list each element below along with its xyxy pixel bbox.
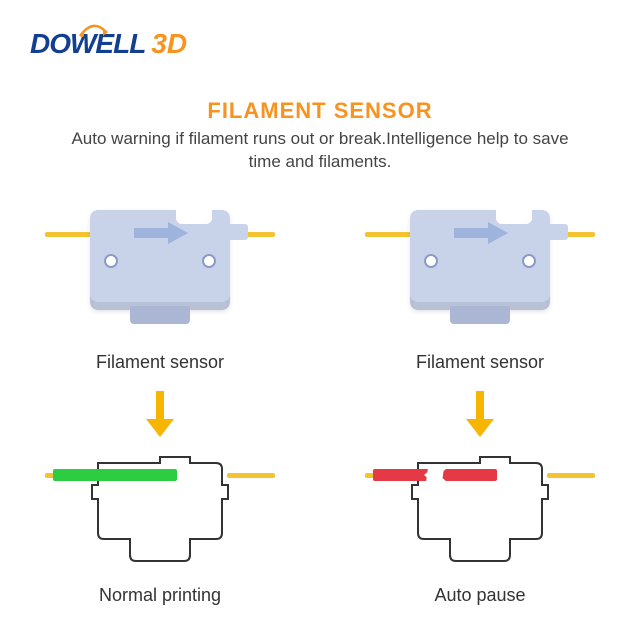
status-label-left: Normal printing <box>99 585 221 606</box>
sensor-label-left: Filament sensor <box>96 352 224 373</box>
flow-arrow-icon <box>134 222 188 244</box>
status-indicator-broken <box>373 469 431 481</box>
diagram-columns: Filament sensor Normal printing <box>0 190 640 606</box>
sensor-connector <box>130 306 190 324</box>
status-graphic-left <box>45 455 275 575</box>
screw-hole-icon <box>104 254 118 268</box>
status-graphic-right <box>365 455 595 575</box>
status-indicator-broken <box>439 469 497 481</box>
sensor-graphic-left <box>45 190 275 330</box>
logo-suffix-text: 3D <box>151 28 187 60</box>
status-indicator <box>53 469 177 481</box>
column-right: Filament sensor Auto pause <box>365 190 595 606</box>
screw-hole-icon <box>424 254 438 268</box>
sensor-label-right: Filament sensor <box>416 352 544 373</box>
sensor-nozzle <box>226 224 248 240</box>
down-arrow-icon <box>466 391 494 437</box>
break-gap <box>426 465 445 485</box>
screw-hole-icon <box>202 254 216 268</box>
status-label-right: Auto pause <box>434 585 525 606</box>
sensor-connector <box>450 306 510 324</box>
screw-hole-icon <box>522 254 536 268</box>
column-left: Filament sensor Normal printing <box>45 190 275 606</box>
down-arrow-icon <box>146 391 174 437</box>
heading-title: FILAMENT SENSOR <box>0 98 640 124</box>
sensor-graphic-right <box>365 190 595 330</box>
sensor-nozzle <box>546 224 568 240</box>
logo-swoosh-icon <box>78 22 108 40</box>
flow-arrow-icon <box>454 222 508 244</box>
heading-subtitle: Auto warning if filament runs out or bre… <box>0 128 640 174</box>
outline-filament <box>227 473 275 478</box>
brand-logo: DOWELL 3D <box>30 28 187 60</box>
sensor-body <box>90 210 230 310</box>
outline-filament <box>547 473 595 478</box>
sensor-body <box>410 210 550 310</box>
